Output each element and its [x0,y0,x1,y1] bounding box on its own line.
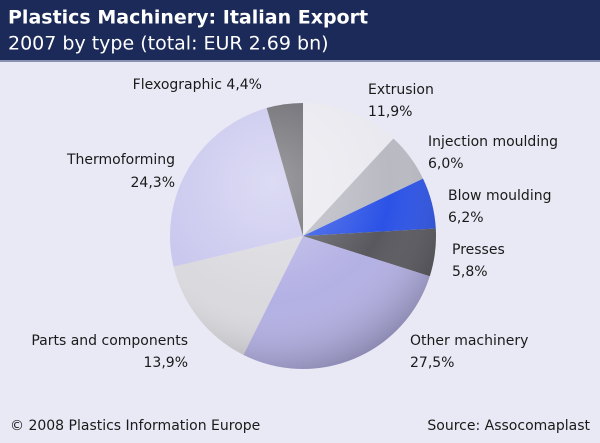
category-name: Blow moulding [448,188,551,204]
slice-label: Flexographic 4,4% [133,77,262,93]
value-label: 11,9% [368,104,412,120]
category-name: Other machinery [410,333,528,349]
category-name: Extrusion [368,82,434,98]
header-band [0,0,600,60]
value-label: 27,5% [410,355,454,371]
credit: © 2008 Plastics Information Europe [10,418,260,434]
category-name: Presses [452,242,505,258]
chart-subtitle: 2007 by type (total: EUR 2.69 bn) [8,33,329,55]
source: Source: Assocomaplast [427,418,590,434]
value-label: 24,3% [131,175,175,191]
value-label: 13,9% [144,355,188,371]
value-label: 5,8% [452,264,488,280]
chart-title: Plastics Machinery: Italian Export [8,7,368,29]
category-name: Flexographic [133,77,222,93]
category-name: Parts and components [31,333,188,349]
category-name: Injection moulding [428,134,558,150]
category-name: Thermoforming [66,152,175,168]
header-rule [0,60,600,62]
value-label: 6,2% [448,210,484,226]
value-label: 4,4% [226,77,262,93]
value-label: 6,0% [428,156,464,172]
